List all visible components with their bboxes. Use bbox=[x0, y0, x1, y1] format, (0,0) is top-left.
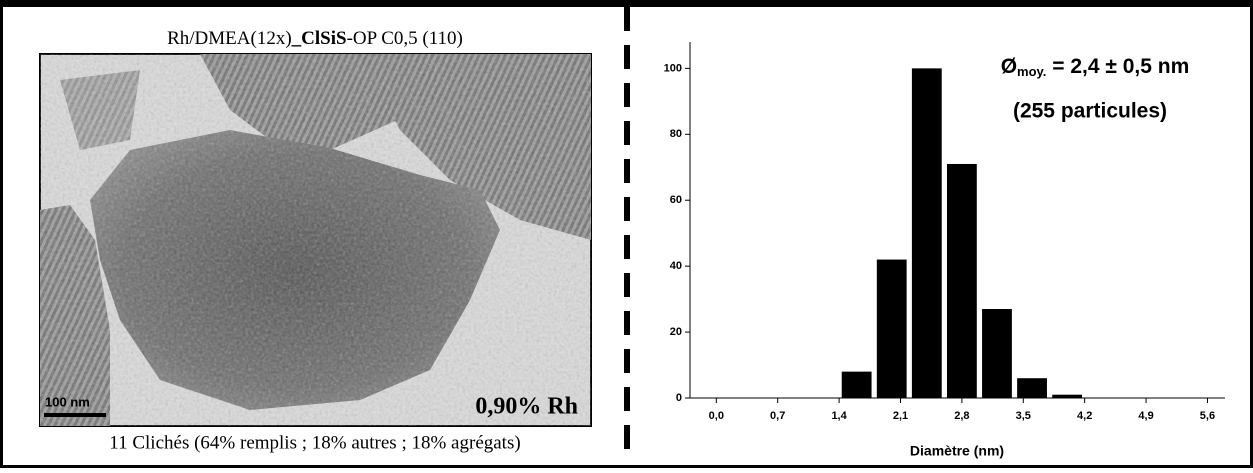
bar bbox=[982, 309, 1012, 398]
x-tick-label: 4,9 bbox=[1138, 410, 1153, 422]
bar bbox=[841, 371, 872, 398]
y-tick-label: 40 bbox=[670, 260, 682, 272]
title-part: -OP C0,5 (110) bbox=[347, 28, 463, 49]
annotation-part: moy. bbox=[1017, 64, 1046, 79]
scale-bar-label: 100 nm bbox=[45, 394, 90, 409]
annotation-part: = 2,4 ± 0,5 nm bbox=[1046, 55, 1189, 78]
y-tick-label: 80 bbox=[670, 128, 682, 140]
caption: 11 Clichés (64% remplis ; 18% autres ; 1… bbox=[109, 432, 520, 453]
bar bbox=[876, 259, 907, 398]
title-part: Rh/DMEA(12x) bbox=[167, 28, 292, 49]
y-tick-label: 0 bbox=[676, 392, 682, 404]
x-tick-label: 1,4 bbox=[831, 410, 847, 422]
y-tick-label: 60 bbox=[670, 194, 682, 206]
annotation: Ømoy. = 2,4 ± 0,5 nm bbox=[1001, 55, 1190, 80]
title-part: _ClSiS bbox=[291, 28, 347, 49]
tem-image bbox=[39, 53, 592, 427]
x-tick-label: 2,1 bbox=[893, 410, 908, 422]
frame-left bbox=[0, 0, 3, 468]
x-tick-label: 3,5 bbox=[1016, 410, 1031, 422]
x-tick-label: 4,2 bbox=[1077, 410, 1092, 422]
frame-right bbox=[1250, 0, 1253, 468]
frame-bottom bbox=[0, 465, 1253, 468]
panel-title: Rh/DMEA(12x)_ClSiS-OP C0,5 (110) bbox=[167, 28, 463, 49]
bar bbox=[1052, 394, 1083, 398]
x-tick-label: 0,7 bbox=[770, 410, 785, 422]
y-tick-label: 20 bbox=[670, 326, 682, 338]
x-tick-label: 2,8 bbox=[954, 410, 969, 422]
bar bbox=[911, 68, 942, 399]
x-tick-label: 5,6 bbox=[1200, 410, 1215, 422]
annotation-part: Ø bbox=[1001, 55, 1017, 78]
bar bbox=[946, 163, 977, 398]
frame-top bbox=[0, 0, 1253, 7]
bar bbox=[1017, 378, 1047, 398]
histogram: Ømoy. = 2,4 ± 0,5 nm (255 particules) Di… bbox=[664, 42, 1225, 459]
annotation-2: (255 particules) bbox=[1013, 100, 1167, 123]
x-axis-label: Diamètre (nm) bbox=[910, 443, 1004, 459]
image-label: 0,90% Rh bbox=[475, 394, 578, 420]
x-tick-label: 0,0 bbox=[709, 410, 724, 422]
y-tick-label: 100 bbox=[664, 62, 682, 74]
